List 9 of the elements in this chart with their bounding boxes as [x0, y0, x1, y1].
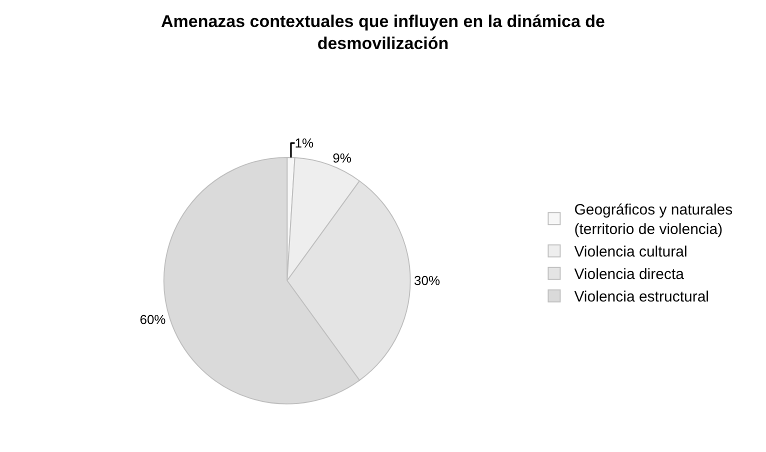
data-label: 30%: [414, 273, 441, 288]
legend-label: Violencia estructural: [574, 288, 709, 306]
legend-label: Violencia directa: [574, 266, 685, 284]
legend-label: Geográficos y naturales (territorio de violencia): [574, 202, 733, 238]
data-label: 1%: [294, 136, 314, 151]
data-label: 60%: [140, 312, 166, 327]
chart-title: Amenazas contextuales que influyen en la dinámica de desmovilización: [160, 12, 606, 54]
data-label: 9%: [332, 150, 352, 166]
legend-label: Violencia cultural: [574, 244, 688, 261]
